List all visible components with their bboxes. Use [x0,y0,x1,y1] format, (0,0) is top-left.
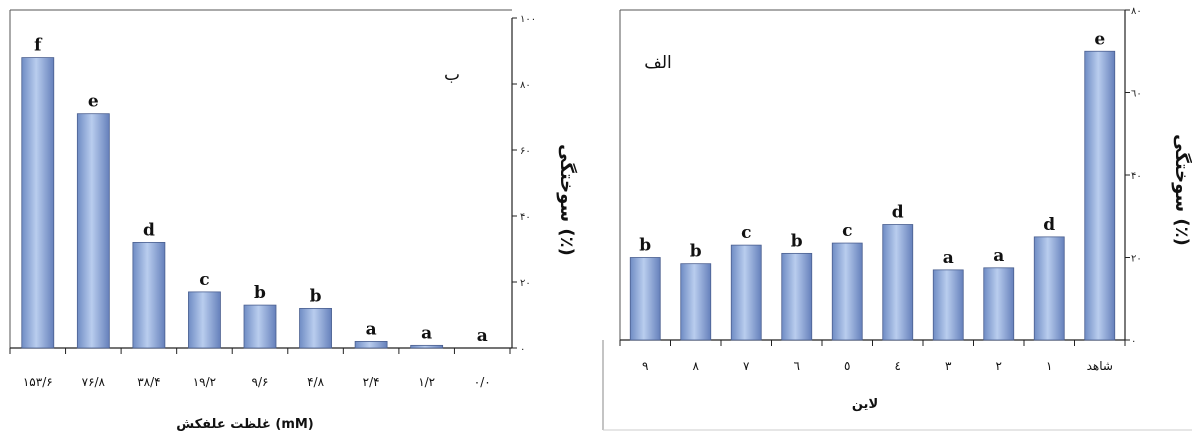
significance-label: d [1043,215,1055,235]
significance-label: b [791,231,803,251]
bar [781,252,813,341]
significance-label: a [993,246,1004,266]
y-tick-label: ۸۰ [1131,6,1142,17]
x-tick-label: ۳ [945,359,952,373]
x-axis-title: غلظت علفکش (mM) [176,417,314,432]
bar [831,242,863,341]
y-axis-title: سوختگی (٪) [1171,134,1192,246]
significance-label: e [1094,29,1105,49]
significance-label: d [892,203,904,223]
y-tick-label: ۰ [1131,336,1136,347]
bar [188,291,221,349]
bar [932,269,964,341]
significance-label: c [842,221,852,241]
y-tick-label: ۴۰ [520,212,531,223]
bar [730,244,762,341]
y-tick-label: ۰ [520,344,525,355]
bar [983,267,1015,341]
y-tick-label: ۶۰ [520,146,531,157]
bar [76,113,110,349]
x-tick-label: ۹ [642,359,648,373]
y-tick-label: ۲۰ [1131,254,1142,265]
significance-label: b [310,286,322,306]
x-tick-label: ۷ [743,359,750,373]
significance-label: e [88,92,99,112]
bar [21,57,55,349]
chart-b: ۰ ۲۰ ۴۰ ۶۰ ۸۰ ۱۰۰ f ۱۵۳/۶ e ۷۶/۸ d ۳۸/۴ c ۱۹/۲ b ۹/۶ b ۴/… [9,9,578,432]
panel-label: ب [444,65,460,85]
x-tick-label: ۰/۰ [474,375,491,389]
x-tick-label: ۳۸/۴ [137,375,160,389]
x-tick-label: ۷۶/۸ [82,375,106,389]
bar [1033,236,1065,341]
panel-label: الف [644,53,672,73]
x-tick-label: ٥ [844,359,850,373]
y-tick-label: ۴۰ [1131,171,1142,182]
significance-label: a [943,248,954,268]
significance-label: b [254,283,266,303]
bar [680,263,712,341]
x-tick-label: ۴/۸ [307,375,324,389]
y-tick-label: ٦۰ [1131,89,1142,100]
bar [1084,50,1116,341]
y-tick-label: ۸۰ [520,80,531,91]
x-tick-label: ۹/۶ [252,375,269,389]
y-tick-label: ۲۰ [520,278,531,289]
x-tick-label: ٦ [794,359,800,373]
x-tick-label: شاهد [1087,359,1113,373]
bar [410,344,444,349]
significance-label: b [639,236,651,256]
significance-label: c [199,270,209,290]
x-axis-title: لاین [852,397,878,412]
x-tick-label: ۱۹/۲ [193,375,216,389]
x-tick-label: ۱/۲ [418,375,435,389]
significance-label: c [741,223,751,243]
bar [629,257,661,341]
bar [354,340,388,349]
bar [243,304,277,349]
significance-label: a [477,326,488,346]
x-tick-label: ٤ [895,359,901,373]
x-tick-label: ۲/۴ [363,375,380,389]
significance-label: d [143,220,155,240]
bar [299,307,332,349]
x-tick-label: ۲ [996,359,1002,373]
significance-label: b [690,242,702,262]
bar [882,224,914,341]
y-tick-label: ۱۰۰ [520,14,536,25]
x-tick-label: ۱۵۳/۶ [23,375,53,389]
x-tick-label: ۱ [1046,359,1052,373]
significance-label: a [421,323,432,343]
x-tick-label: ۸ [693,359,700,373]
significance-label: f [34,36,43,56]
chart-a: ۰ ۲۰ ۴۰ ٦۰ ۸۰ b ۹ b ۸ c ۷ b ٦ c ٥ d ٤ a ۳ a ۲ d ۱ e شاهد الف لاین س… [602,6,1192,431]
significance-label: a [366,319,377,339]
bar [132,241,166,349]
y-axis-title: سوختگی (٪) [556,144,578,256]
